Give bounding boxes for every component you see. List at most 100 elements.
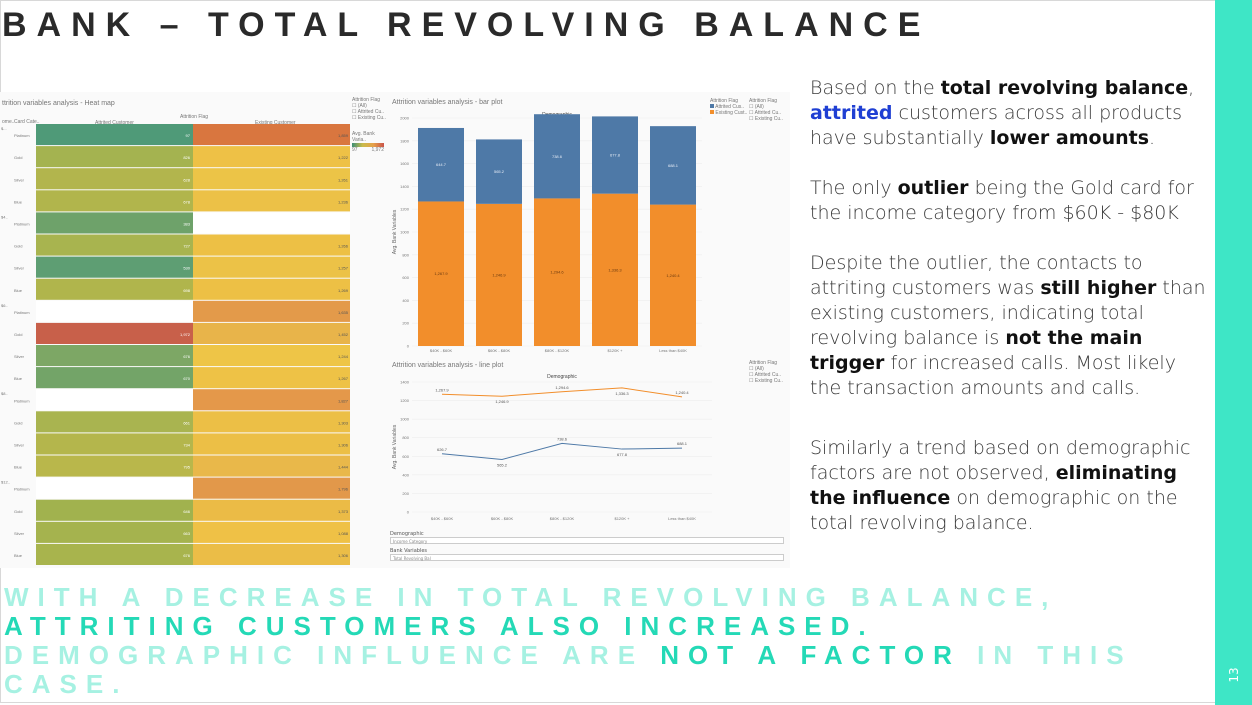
bar-segment (476, 203, 522, 346)
heatmap-card-label: Platinum (14, 487, 30, 492)
heatmap-cell-label: 1,303 (338, 420, 349, 425)
conclusion-line-2: ATTRITING CUSTOMERS ALSO INCREASED. (4, 611, 875, 641)
line-chart-ylabel: Avg. Bank Variables (392, 424, 398, 469)
line-ytick-label: 1000 (400, 417, 410, 422)
bar-ytick-label: 1200 (400, 207, 410, 212)
line-legend-title: Attrition Flag (749, 360, 778, 366)
line-legend-item[interactable]: ☐ Attrited Cu.. (749, 372, 782, 378)
bar-data-label: 1,267.9 (434, 271, 448, 276)
heatmap-cell (36, 543, 193, 565)
bar-legend-title: Attrition Flag (710, 98, 739, 104)
heatmap-cell-label: 1,261 (338, 177, 349, 182)
heatmap-cell (193, 146, 350, 168)
line-data-label: 677.8 (617, 452, 628, 457)
heatmap-cell (193, 322, 350, 344)
heatmap-cell-label: 628 (183, 177, 190, 182)
line-ytick-label: 1400 (400, 380, 410, 385)
heatmap-card-label: Platinum (14, 221, 30, 226)
line-legend-item[interactable]: ☐ Existing Cu.. (749, 378, 783, 384)
heatmap-legend: Attrition Flag ☐ (All) ☐ Attrited Cu.. ☐… (352, 97, 388, 153)
line-category-label: $60K - $80K (491, 516, 514, 521)
heatmap-card-label: Gold (14, 332, 22, 337)
line-data-label: 1,246.9 (495, 399, 509, 404)
bar-legend-item-attrited: Attrited Cus.. (710, 104, 750, 110)
bar-data-label: 738.6 (552, 154, 563, 159)
bar-filter-item[interactable]: ☐ Existing Cu.. (749, 116, 783, 122)
bar-data-label: 1,294.6 (550, 270, 564, 275)
legend-flag-item[interactable]: ☐ (All) (352, 103, 367, 109)
line-series (441, 442, 683, 461)
legend-flag-title: Attrition Flag (352, 97, 381, 103)
heatmap-cell-label: 663 (183, 531, 190, 536)
heatmap-cell (36, 455, 193, 477)
heatmap-cell-label: 727 (183, 244, 190, 249)
legend-flag-item[interactable]: ☐ Existing Cu.. (352, 115, 386, 121)
heatmap-cell-label: 1,257 (338, 266, 349, 271)
heatmap-cell (193, 477, 350, 499)
line-ytick-label: 1200 (400, 398, 410, 403)
bar-category-label: $120K + (607, 348, 623, 353)
heatmap-cell (193, 433, 350, 455)
heatmap-cell (193, 455, 350, 477)
heatmap-cell (193, 124, 350, 146)
bar-ytick-label: 400 (402, 298, 409, 303)
heatmap-card-label: Gold (14, 509, 22, 514)
heatmap-cell (193, 411, 350, 433)
heatmap-cell (36, 411, 193, 433)
heatmap-card-label: Platinum (14, 310, 30, 315)
line-chart: Demographic Avg. Bank Variables 0 200 400 600… (392, 374, 712, 521)
notes-panel: Based on the total revolving balance, at… (810, 76, 1210, 561)
heatmap-cell (193, 499, 350, 521)
conclusion-text: WITH A DECREASE IN TOTAL REVOLVING BALAN… (4, 583, 1204, 699)
bar-segment (650, 204, 696, 346)
note-paragraph-2: The only outlier being the Gold card for… (810, 177, 1194, 224)
bar-data-label: 677.8 (610, 153, 621, 158)
heatmap-chart: $... Platinum 97 1,859 Gold 826 1,222 Silver 628… (1, 124, 350, 565)
heatmap-col1: Attrited Customer (95, 120, 134, 126)
bar-chart-title: Attrition variables analysis - bar plot (392, 99, 503, 106)
filter-bank-variables-select[interactable]: Total Revolving Bal (390, 554, 784, 561)
line-legend-item[interactable]: ☐ (All) (749, 366, 764, 372)
heatmap-cell-label: 1,373 (338, 509, 349, 514)
bar-ytick-label: 1400 (400, 184, 410, 189)
heatmap-cell (36, 322, 193, 344)
bar-filter-item[interactable]: ☐ Attrited Cu.. (749, 110, 782, 116)
heatmap-cell-label: 530 (183, 266, 190, 271)
line-ytick-label: 600 (402, 454, 409, 459)
line-legend: Attrition Flag ☐ (All) ☐ Attrited Cu.. ☐… (749, 360, 789, 384)
bar-category-label: Less than $40K (659, 348, 687, 353)
heatmap-cell (36, 146, 193, 168)
heatmap-cell-label: 670 (183, 376, 190, 381)
note-paragraph-3: Despite the outlier, the contacts to att… (810, 252, 1206, 399)
filter-label: Demographic (390, 531, 424, 537)
heatmap-cell-label: 1,796 (338, 487, 349, 492)
heatmap-colgroup: Attrition Flag (180, 114, 209, 120)
heatmap-group-label: $8.. (1, 391, 8, 396)
heatmap-cell-label: 1,267 (338, 376, 349, 381)
legend-scale-min: 97 (352, 147, 358, 153)
filter-label: Bank Variables (390, 548, 427, 554)
line-data-label: 565.2 (497, 463, 508, 468)
bar-data-label: 688.1 (668, 163, 679, 168)
heatmap-rowdim1: ome.. (2, 119, 15, 125)
bar-data-label: 1,240.4 (666, 273, 680, 278)
bar-segment (592, 116, 638, 194)
legend-flag-item[interactable]: ☐ Attrited Cu.. (352, 109, 385, 115)
bar-ytick-label: 2000 (400, 116, 410, 121)
bar-segment (418, 201, 464, 346)
heatmap-group-label: $6.. (1, 303, 8, 308)
filter-demographic-select[interactable]: Income Category (390, 537, 784, 544)
heatmap-cell (193, 168, 350, 190)
heatmap-cell-label: 676 (183, 553, 190, 558)
heatmap-cell (36, 499, 193, 521)
bar-data-label: 644.7 (436, 162, 447, 167)
heatmap-group-label: $4.. (1, 214, 8, 219)
dashboard-filters: Demographic Income Category Bank Variabl… (388, 531, 788, 565)
heatmap-cell-label: 734 (183, 442, 190, 447)
line-series (441, 387, 683, 398)
heatmap-cell (193, 345, 350, 367)
bar-filter-item[interactable]: ☐ (All) (749, 104, 764, 110)
bar-data-label: 1,336.3 (608, 267, 622, 272)
heatmap-cell-label: 678 (183, 199, 190, 204)
heatmap-card-label: Platinum (14, 398, 30, 403)
